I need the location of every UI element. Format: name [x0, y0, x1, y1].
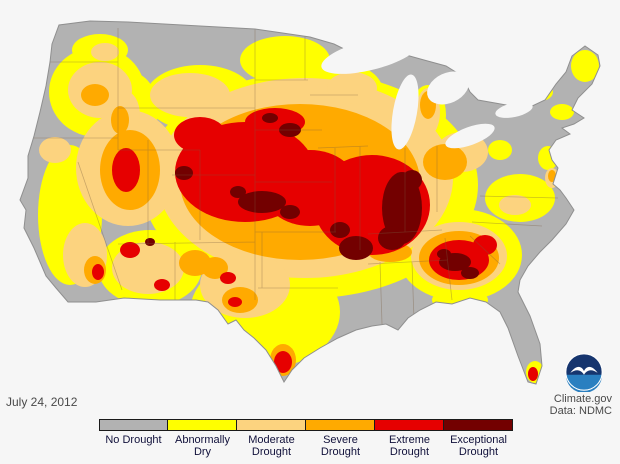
- legend-item: Abnormally Dry: [168, 419, 237, 458]
- legend-label-no-drought: No Drought: [105, 434, 162, 446]
- drought-layer-exceptional: [145, 113, 479, 279]
- legend-item: Exceptional Drought: [444, 419, 513, 458]
- legend-item: Extreme Drought: [375, 419, 444, 458]
- legend-label-severe-drought: Severe Drought: [320, 434, 361, 458]
- lake-ontario: [495, 102, 533, 118]
- legend-swatch-no-drought: [99, 419, 168, 431]
- climate-gov-credit: Climate.gov: [553, 393, 612, 405]
- legend-swatch-exceptional-drought: [444, 419, 513, 431]
- legend-label-abnormally-dry: Abnormally Dry: [174, 434, 231, 458]
- us-drought-map: [19, 20, 601, 385]
- legend-item: No Drought: [99, 419, 168, 458]
- map-date: July 24, 2012: [6, 395, 78, 409]
- legend-swatch-extreme-drought: [375, 419, 444, 431]
- lake-superior: [321, 36, 419, 74]
- great-lakes: [321, 36, 533, 150]
- legend-swatch-severe-drought: [306, 419, 375, 431]
- legend-label-extreme-drought: Extreme Drought: [389, 434, 430, 458]
- attribution: Climate.gov Data: NDMC: [550, 393, 612, 417]
- legend-label-exceptional-drought: Exceptional Drought: [450, 434, 507, 458]
- legend-swatch-moderate-drought: [237, 419, 306, 431]
- legend-item: Severe Drought: [306, 419, 375, 458]
- drought-legend: No Drought Abnormally Dry Moderate Droug…: [99, 419, 513, 458]
- noaa-logo-icon: [564, 352, 604, 393]
- lake-erie: [445, 123, 495, 149]
- lake-huron: [427, 71, 469, 105]
- legend-label-moderate-drought: Moderate Drought: [248, 434, 295, 458]
- state-borders: [25, 28, 559, 325]
- legend-item: Moderate Drought: [237, 419, 306, 458]
- lake-michigan: [391, 74, 419, 150]
- data-source-credit: Data: NDMC: [549, 405, 612, 417]
- legend-swatch-abnormally-dry: [168, 419, 237, 431]
